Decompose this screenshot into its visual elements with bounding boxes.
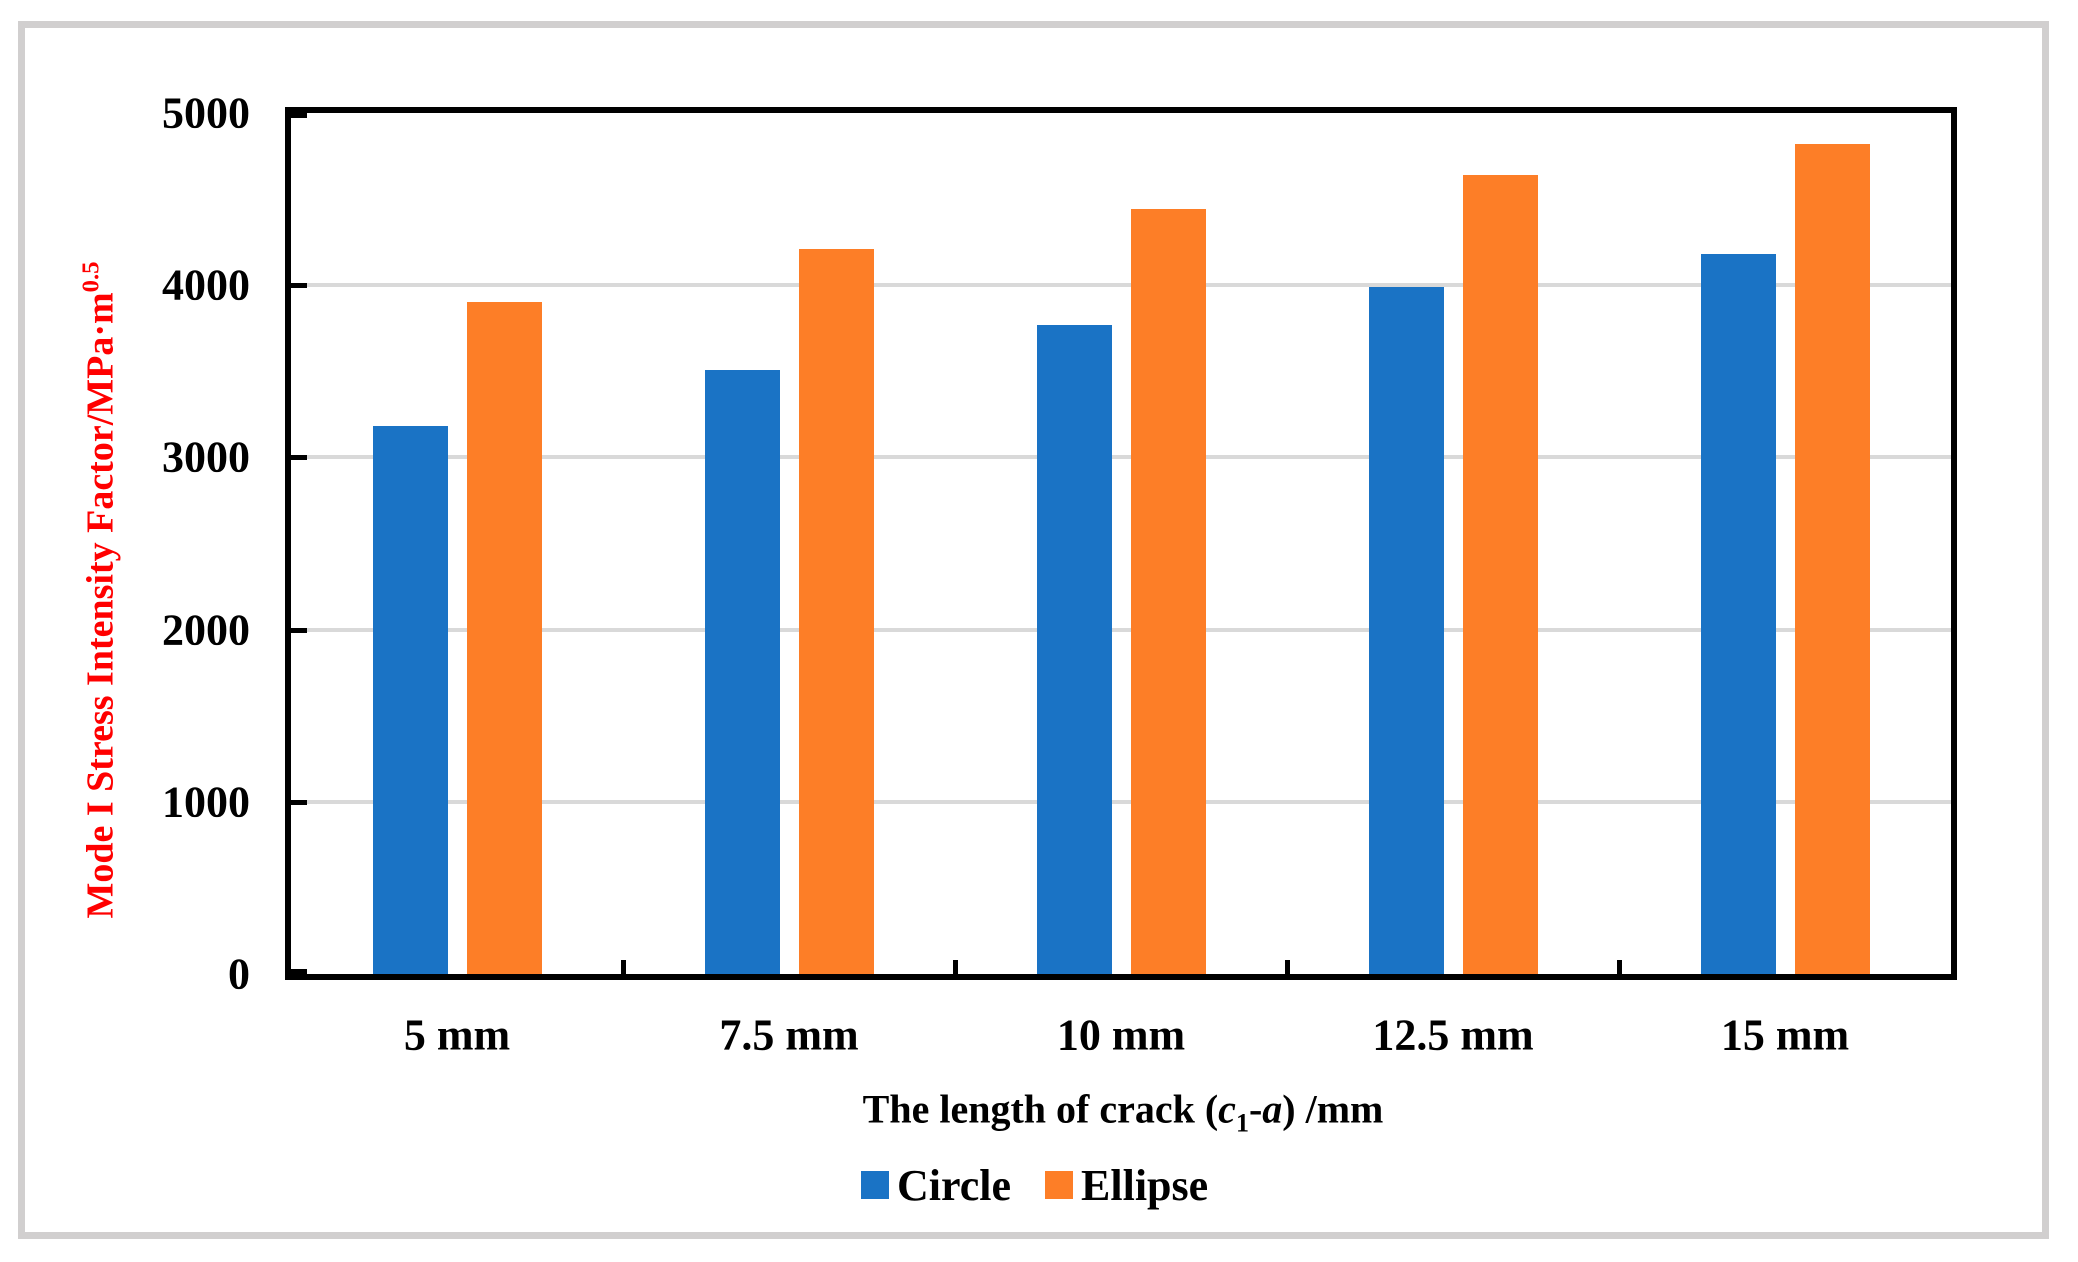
y-axis-title: Mode I Stress Intensity Factor/MPa·m0.5 (78, 261, 123, 918)
category-label-10mm: 10 mm (1056, 1010, 1186, 1060)
x-tick-1 (621, 960, 626, 974)
bar-ellipse-10mm (1131, 209, 1206, 974)
category-label-7.5mm: 7.5 mm (719, 1010, 859, 1060)
y-tick-3000 (291, 455, 307, 461)
x-tick-2 (953, 960, 958, 974)
x-axis-title-dash: - (1248, 1086, 1263, 1132)
figure-frame (18, 21, 2049, 1239)
x-axis-title-subscript: 1 (1235, 1108, 1249, 1138)
x-axis-title-var-a: a (1262, 1086, 1283, 1132)
legend-item-circle: Circle (861, 1160, 1011, 1211)
gridline-4000 (291, 283, 1951, 288)
legend-item-ellipse: Ellipse (1045, 1160, 1208, 1211)
x-axis-title: The length of crack (c1-a) /mm (863, 1086, 1384, 1139)
bar-circle-5mm (373, 426, 448, 974)
y-tick-label-5000: 5000 (162, 88, 250, 138)
category-label-5mm: 5 mm (403, 1010, 511, 1060)
y-axis-title-superscript: 0.5 (77, 261, 105, 293)
y-tick-label-0: 0 (228, 949, 250, 999)
y-tick-1000 (291, 799, 307, 805)
legend: Circle Ellipse (861, 1160, 1208, 1210)
x-axis-title-suffix: ) /mm (1282, 1086, 1384, 1132)
bar-ellipse-5mm (467, 302, 542, 974)
bar-ellipse-12.5mm (1463, 174, 1538, 974)
y-tick-0 (291, 969, 307, 974)
y-tick-2000 (291, 627, 307, 633)
bar-circle-12.5mm (1369, 286, 1444, 974)
y-axis-title-text: Mode I Stress Intensity Factor/MPa·m (79, 292, 122, 919)
legend-label-ellipse: Ellipse (1081, 1160, 1209, 1210)
category-label-15mm: 15 mm (1720, 1010, 1850, 1060)
y-tick-label-2000: 2000 (162, 605, 250, 655)
legend-swatch-ellipse (1045, 1171, 1074, 1199)
y-tick-label-1000: 1000 (162, 777, 250, 827)
plot-area (285, 107, 1957, 980)
x-axis-title-var-c: c (1218, 1086, 1236, 1132)
category-label-12.5mm: 12.5 mm (1372, 1010, 1534, 1060)
bar-circle-10mm (1037, 324, 1112, 974)
y-tick-label-4000: 4000 (162, 260, 250, 310)
bar-circle-7.5mm (705, 369, 780, 974)
bar-ellipse-7.5mm (799, 249, 874, 974)
legend-swatch-circle (861, 1171, 889, 1199)
gridline-3000 (291, 455, 1951, 460)
legend-label-circle: Circle (897, 1160, 1012, 1210)
gridline-2000 (291, 627, 1951, 632)
x-axis-title-prefix: The length of crack ( (862, 1086, 1219, 1132)
x-tick-3 (1285, 960, 1290, 974)
y-tick-label-3000: 3000 (162, 432, 250, 482)
y-tick-4000 (291, 283, 307, 289)
bar-circle-15mm (1701, 254, 1776, 974)
bar-ellipse-15mm (1795, 143, 1870, 974)
x-tick-4 (1617, 960, 1622, 974)
gridline-1000 (291, 799, 1951, 804)
y-tick-5000 (291, 113, 307, 118)
